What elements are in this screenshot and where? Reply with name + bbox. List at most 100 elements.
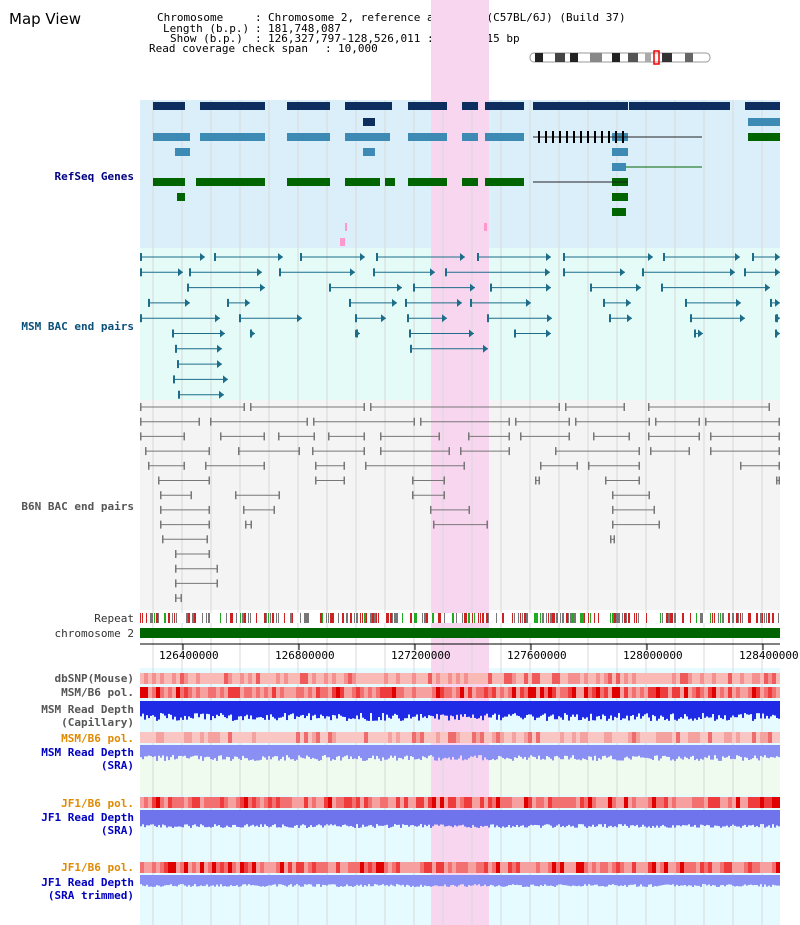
heat-cell	[676, 673, 680, 684]
depth-bar	[474, 745, 476, 756]
repeat-element	[462, 613, 463, 623]
heat-cell	[340, 797, 344, 808]
depth-bar	[696, 745, 698, 759]
heat-cell	[660, 687, 664, 698]
heat-cell	[708, 732, 712, 743]
depth-bar	[456, 745, 458, 760]
repeat-element	[456, 613, 457, 623]
depth-bar	[548, 701, 550, 717]
depth-bar	[256, 875, 258, 886]
bac-end-arrow	[350, 268, 355, 277]
depth-bar	[494, 875, 496, 887]
track-label-jf1-b6-pol-2[interactable]: JF1/B6 pol.	[61, 861, 134, 874]
depth-bar	[580, 810, 582, 825]
heat-cell	[216, 673, 220, 684]
depth-bar	[232, 875, 234, 887]
track-label-msm-bac[interactable]: MSM BAC end pairs	[21, 320, 134, 333]
track-label-msm-depth-capillary[interactable]: MSM Read Depth	[41, 703, 134, 716]
heat-cell	[148, 797, 152, 808]
repeat-element	[374, 613, 376, 623]
depth-bar	[526, 745, 528, 760]
bac-end	[520, 432, 522, 441]
heat-cell	[424, 862, 428, 873]
heat-cell	[392, 687, 396, 698]
depth-bar	[566, 810, 568, 827]
depth-bar	[576, 745, 578, 760]
heat-cell	[184, 687, 188, 698]
track-label-msm-depth-sra[interactable]: MSM Read Depth	[41, 746, 134, 759]
depth-bar	[236, 875, 238, 886]
heat-cell	[388, 673, 392, 684]
depth-bar	[542, 701, 544, 715]
depth-bar	[574, 745, 576, 759]
depth-bar	[184, 810, 186, 825]
track-label-msm-b6-pol[interactable]: MSM/B6 pol.	[61, 686, 134, 699]
track-label-b6n-bac[interactable]: B6N BAC end pairs	[21, 500, 134, 513]
depth-bar	[626, 875, 628, 887]
depth-bar	[286, 701, 288, 721]
heat-cell	[560, 732, 564, 743]
depth-bar	[608, 701, 610, 719]
depth-bar	[496, 875, 498, 887]
heat-cell	[336, 673, 340, 684]
heat-cell	[616, 797, 620, 808]
track-label-jf1-b6-pol[interactable]: JF1/B6 pol.	[61, 797, 134, 810]
bac-end-arrow	[620, 268, 625, 277]
heat-cell	[180, 862, 184, 873]
track-label-msm-b6-pol-2[interactable]: MSM/B6 pol.	[61, 732, 134, 745]
repeat-element	[670, 613, 672, 623]
heat-cell	[672, 673, 676, 684]
depth-bar	[174, 875, 176, 886]
repeat-element	[766, 613, 767, 623]
heat-cell	[184, 673, 188, 684]
depth-bar	[430, 745, 432, 756]
bac-end	[603, 298, 605, 307]
depth-bar	[474, 701, 476, 718]
depth-bar	[432, 875, 434, 887]
track-label-jf1-depth-sra[interactable]: JF1 Read Depth	[41, 811, 134, 824]
depth-bar	[184, 745, 186, 756]
depth-bar	[748, 701, 750, 715]
depth-bar	[622, 745, 624, 761]
heat-cell	[260, 862, 264, 873]
bac-end	[487, 314, 489, 323]
depth-bar	[488, 875, 490, 886]
bac-end	[538, 476, 540, 485]
depth-bar	[736, 875, 738, 886]
repeat-element	[626, 613, 627, 623]
depth-bar	[488, 701, 490, 718]
gene-block	[345, 133, 390, 141]
depth-bar	[698, 875, 700, 886]
depth-bar	[572, 745, 574, 756]
depth-bar	[506, 701, 508, 717]
track-label-dbsnp[interactable]: dbSNP(Mouse)	[54, 672, 134, 685]
repeat-element	[526, 613, 528, 623]
depth-bar	[230, 745, 232, 761]
heat-cell	[364, 797, 368, 808]
bac-end	[175, 594, 177, 603]
heat-cell	[740, 797, 744, 808]
repeat-element	[232, 613, 233, 623]
depth-bar	[386, 875, 388, 886]
depth-bar	[734, 745, 736, 760]
repeat-element	[570, 613, 572, 623]
depth-bar	[738, 745, 740, 756]
depth-bar	[206, 810, 208, 828]
depth-bar	[208, 875, 210, 887]
heat-cell	[328, 687, 332, 698]
heat-cell	[528, 687, 532, 698]
repeat-element	[772, 613, 774, 623]
repeat-element	[392, 613, 393, 623]
depth-bar	[200, 701, 202, 715]
heat-cell	[592, 862, 596, 873]
depth-bar	[464, 745, 466, 760]
heat-cell	[632, 797, 636, 808]
track-label-refseq[interactable]: RefSeq Genes	[54, 170, 134, 183]
repeat-element	[624, 613, 626, 623]
depth-bar	[290, 745, 292, 760]
depth-bar	[752, 745, 754, 759]
heat-cell	[324, 797, 328, 808]
track-label-jf1-depth-trimmed[interactable]: JF1 Read Depth	[41, 876, 134, 889]
heat-cell	[208, 673, 212, 684]
